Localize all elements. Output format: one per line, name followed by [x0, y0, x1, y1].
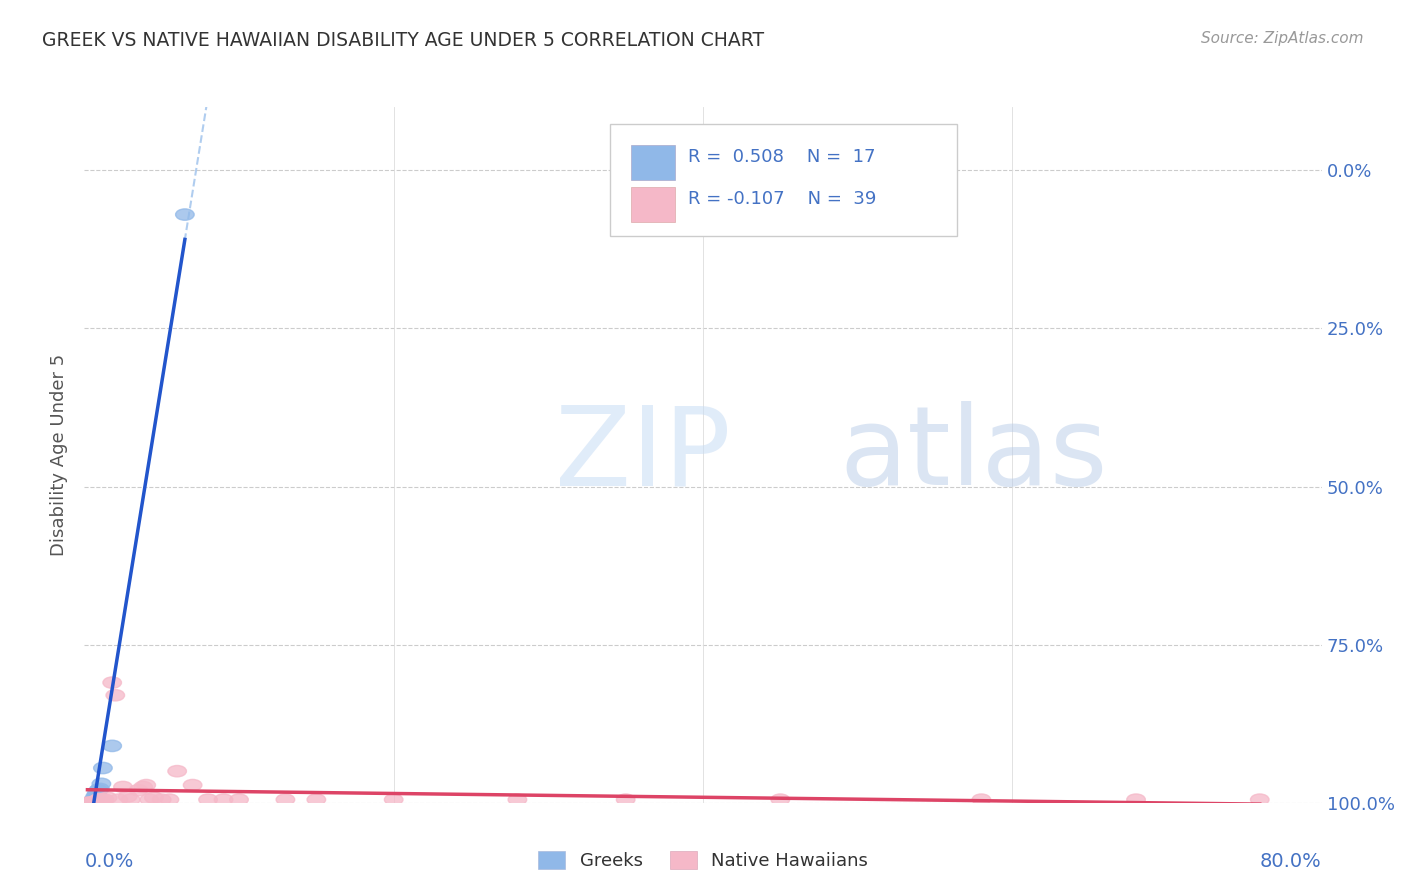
Ellipse shape	[90, 783, 110, 795]
Text: Source: ZipAtlas.com: Source: ZipAtlas.com	[1201, 31, 1364, 46]
Ellipse shape	[105, 690, 125, 701]
Ellipse shape	[972, 794, 991, 805]
Ellipse shape	[616, 794, 636, 805]
Ellipse shape	[87, 795, 105, 806]
Ellipse shape	[229, 794, 249, 805]
Ellipse shape	[103, 740, 121, 752]
Ellipse shape	[84, 795, 103, 806]
Ellipse shape	[83, 796, 101, 807]
Ellipse shape	[96, 794, 114, 805]
Ellipse shape	[94, 763, 112, 773]
Ellipse shape	[84, 797, 103, 808]
Ellipse shape	[176, 209, 194, 220]
Ellipse shape	[145, 792, 163, 804]
Ellipse shape	[82, 797, 100, 808]
Ellipse shape	[167, 765, 187, 777]
Ellipse shape	[83, 797, 101, 808]
FancyBboxPatch shape	[631, 145, 675, 180]
Ellipse shape	[1250, 794, 1270, 805]
Ellipse shape	[384, 794, 404, 805]
FancyBboxPatch shape	[610, 124, 956, 235]
Ellipse shape	[94, 794, 112, 805]
Ellipse shape	[98, 792, 117, 804]
Ellipse shape	[89, 794, 108, 805]
Ellipse shape	[79, 797, 97, 808]
Ellipse shape	[103, 677, 121, 689]
Ellipse shape	[80, 797, 98, 808]
Ellipse shape	[82, 797, 100, 808]
Ellipse shape	[82, 797, 100, 808]
Ellipse shape	[770, 794, 790, 805]
Ellipse shape	[276, 794, 295, 805]
Ellipse shape	[79, 797, 97, 808]
Ellipse shape	[90, 793, 110, 805]
Ellipse shape	[118, 791, 136, 802]
Text: 80.0%: 80.0%	[1260, 852, 1322, 871]
Ellipse shape	[307, 794, 326, 805]
Text: R =  0.508    N =  17: R = 0.508 N = 17	[688, 148, 876, 166]
Ellipse shape	[86, 792, 104, 804]
Ellipse shape	[1126, 794, 1146, 805]
Ellipse shape	[93, 778, 111, 789]
Text: GREEK VS NATIVE HAWAIIAN DISABILITY AGE UNDER 5 CORRELATION CHART: GREEK VS NATIVE HAWAIIAN DISABILITY AGE …	[42, 31, 765, 50]
Text: 0.0%: 0.0%	[84, 852, 134, 871]
Ellipse shape	[152, 794, 172, 805]
Text: R = -0.107    N =  39: R = -0.107 N = 39	[688, 190, 876, 208]
Text: atlas: atlas	[839, 401, 1108, 508]
Ellipse shape	[114, 781, 132, 793]
Ellipse shape	[110, 794, 128, 805]
Ellipse shape	[183, 780, 202, 791]
Ellipse shape	[508, 794, 527, 805]
Text: ZIP: ZIP	[554, 401, 730, 508]
Ellipse shape	[198, 794, 218, 805]
Ellipse shape	[214, 794, 233, 805]
Legend: Greeks, Native Hawaiians: Greeks, Native Hawaiians	[531, 844, 875, 877]
Ellipse shape	[160, 794, 179, 805]
Ellipse shape	[80, 797, 98, 808]
Ellipse shape	[129, 784, 148, 796]
Ellipse shape	[86, 791, 104, 802]
FancyBboxPatch shape	[631, 187, 675, 222]
Ellipse shape	[136, 780, 156, 791]
Y-axis label: Disability Age Under 5: Disability Age Under 5	[51, 354, 69, 556]
Ellipse shape	[86, 796, 104, 807]
Ellipse shape	[84, 795, 103, 806]
Ellipse shape	[83, 797, 101, 808]
Ellipse shape	[134, 781, 152, 793]
Ellipse shape	[87, 788, 105, 799]
Ellipse shape	[141, 794, 159, 805]
Ellipse shape	[89, 784, 108, 796]
Ellipse shape	[121, 794, 141, 805]
